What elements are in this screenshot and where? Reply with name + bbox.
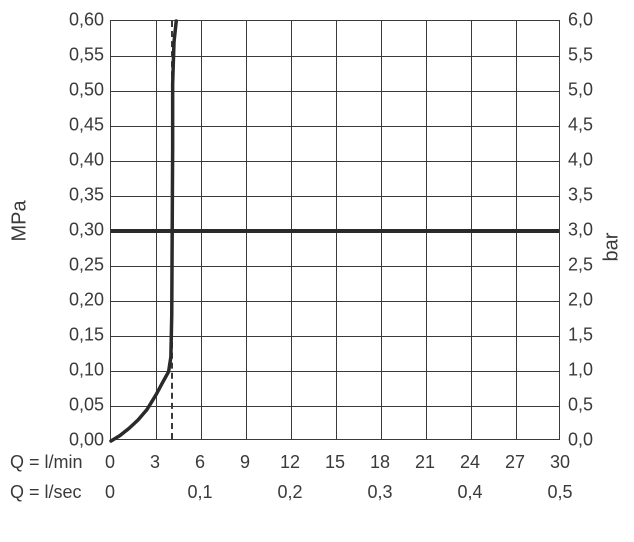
x-major-tick: 12 (280, 452, 300, 473)
x-major-tick: 0 (105, 452, 115, 473)
y-right-axis-title: bar (601, 233, 624, 262)
y-right-tick: 1,5 (568, 325, 618, 346)
y-right-tick: 0,0 (568, 430, 618, 451)
x-major-tick: 21 (415, 452, 435, 473)
x-major-tick: 24 (460, 452, 480, 473)
x-minor-tick: 0,1 (187, 482, 212, 503)
y-left-tick: 0,45 (44, 115, 104, 136)
y-left-tick: 0,10 (44, 360, 104, 381)
y-right-tick: 1,0 (568, 360, 618, 381)
x-major-tick: 27 (505, 452, 525, 473)
x-minor-tick: 0,3 (367, 482, 392, 503)
y-right-tick: 4,0 (568, 150, 618, 171)
x-major-tick: 3 (150, 452, 160, 473)
y-right-tick: 5,0 (568, 80, 618, 101)
y-right-tick: 0,5 (568, 395, 618, 416)
x-major-tick: 18 (370, 452, 390, 473)
pressure-flow-chart: 0,000,050,100,150,200,250,300,350,400,45… (0, 0, 634, 542)
x-major-tick: 30 (550, 452, 570, 473)
y-left-tick: 0,05 (44, 395, 104, 416)
pressure-curve (111, 21, 176, 441)
y-left-tick: 0,15 (44, 325, 104, 346)
y-left-tick: 0,35 (44, 185, 104, 206)
y-left-tick: 0,25 (44, 255, 104, 276)
y-left-tick: 0,20 (44, 290, 104, 311)
x-minor-axis-title: Q = l/sec (10, 482, 82, 503)
y-left-axis-title: MPa (9, 200, 32, 241)
plot-area (110, 20, 560, 440)
x-minor-tick: 0,4 (457, 482, 482, 503)
y-right-tick: 4,5 (568, 115, 618, 136)
x-major-tick: 9 (240, 452, 250, 473)
y-left-tick: 0,50 (44, 80, 104, 101)
y-left-tick: 0,60 (44, 10, 104, 31)
x-minor-tick: 0,2 (277, 482, 302, 503)
y-right-tick: 2,0 (568, 290, 618, 311)
x-minor-tick: 0,5 (547, 482, 572, 503)
x-minor-tick: 0 (105, 482, 115, 503)
x-major-tick: 15 (325, 452, 345, 473)
y-right-tick: 5,5 (568, 45, 618, 66)
curve-svg (111, 21, 559, 439)
y-left-tick: 0,40 (44, 150, 104, 171)
y-left-tick: 0,00 (44, 430, 104, 451)
y-right-tick: 6,0 (568, 10, 618, 31)
x-major-axis-title: Q = l/min (10, 452, 83, 473)
y-left-tick: 0,30 (44, 220, 104, 241)
x-major-tick: 6 (195, 452, 205, 473)
y-left-tick: 0,55 (44, 45, 104, 66)
y-right-tick: 3,5 (568, 185, 618, 206)
